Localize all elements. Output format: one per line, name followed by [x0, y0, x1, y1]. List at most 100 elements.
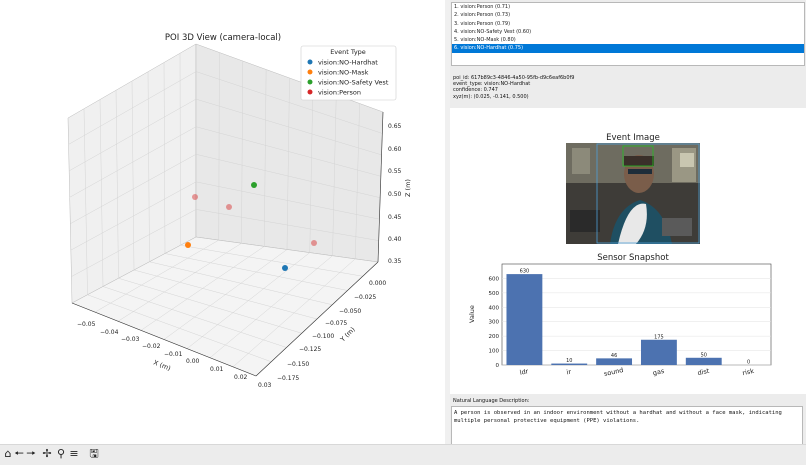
- x-tick: −0.03: [121, 336, 140, 343]
- grid-line: [147, 71, 150, 262]
- sensor-chart-ylabel: Value: [468, 305, 476, 323]
- list-item[interactable]: 3. vision:Person (0.79): [454, 20, 511, 27]
- grid-line: [264, 69, 267, 247]
- save-icon[interactable]: 🖫: [89, 447, 99, 460]
- list-item[interactable]: 2. vision:Person (0.73): [454, 12, 511, 19]
- y-tick-label: 100: [489, 349, 500, 355]
- x-tick-label: ir: [566, 368, 572, 377]
- sensor-chart-title: Sensor Snapshot: [597, 253, 669, 263]
- sensor-chart-xticks: ldr ir sound gas dist risk: [519, 366, 755, 378]
- x-tick: −0.05: [77, 321, 96, 328]
- x-tick: 0.01: [210, 366, 224, 373]
- grid-line: [355, 103, 360, 259]
- z-axis-label: Z (m): [404, 179, 412, 197]
- pan-icon[interactable]: ✢: [42, 447, 52, 460]
- grid-line: [332, 94, 337, 256]
- plot3d-grid: [68, 52, 383, 368]
- grid-line: [179, 53, 181, 246]
- x-tick-label: ldr: [519, 367, 529, 377]
- y-tick: −0.150: [287, 361, 309, 368]
- matplotlib-toolbar: ⌂ 🠔 🠖 ✢ ⚲ ≡ 🖫: [0, 444, 806, 465]
- legend-label: vision:NO-Mask: [318, 69, 369, 77]
- event-details: poi_id: 617b89c3-4846-4a50-95fb-d9c6eaf6…: [453, 75, 574, 100]
- grid-line: [241, 60, 243, 244]
- list-item[interactable]: 5. vision:NO-Mask (0.80): [454, 37, 516, 44]
- x-tick-label: risk: [742, 367, 755, 377]
- grid-line: [286, 77, 290, 250]
- x-tick: 0.03: [258, 382, 272, 389]
- event-image[interactable]: [566, 143, 700, 244]
- y-tick: −0.175: [277, 375, 299, 382]
- legend-label: vision:Person: [318, 89, 361, 97]
- grid-line: [87, 294, 272, 362]
- x-tick: −0.04: [100, 329, 119, 336]
- y-tick: 0.000: [369, 280, 386, 287]
- x-tick-labels: −0.05 −0.04 −0.03 −0.02 −0.01 0.00 0.01 …: [77, 321, 272, 389]
- zoom-icon[interactable]: ⚲: [56, 447, 66, 460]
- xyz-text: xyz(m): (0.025, -0.141, 0.500): [453, 93, 529, 100]
- y-tick-label: 300: [489, 320, 500, 326]
- grid-line: [218, 52, 220, 241]
- x-axis-line: [71, 302, 257, 377]
- back-arrow-icon[interactable]: 🠔: [14, 447, 24, 460]
- x-tick: −0.01: [164, 351, 183, 358]
- y-tick-label: 600: [489, 276, 500, 282]
- z-tick: 0.55: [388, 168, 402, 175]
- legend-title: Event Type: [330, 48, 366, 56]
- list-item[interactable]: 1. vision:Person (0.71): [454, 4, 511, 10]
- description-label: Natural Language Description:: [453, 398, 530, 404]
- y-tick-label: 500: [489, 291, 500, 297]
- event-detail-panel: 1. vision:Person (0.71) 2. vision:Person…: [450, 0, 806, 464]
- poi-point-no-safety-vest[interactable]: [251, 182, 257, 188]
- grid-line: [133, 269, 318, 320]
- list-item[interactable]: 4. vision:NO-Safety Vest (0.60): [454, 28, 532, 35]
- z-tick: 0.60: [388, 146, 402, 153]
- event-image-title: Event Image: [606, 133, 660, 143]
- event-type-text: event_type: vision:NO-Hardhat: [453, 81, 531, 88]
- home-icon[interactable]: ⌂: [4, 447, 12, 460]
- bar-value-label: 630: [520, 269, 530, 275]
- figure-canvas: Event Image Sensor Snapshot: [468, 133, 772, 378]
- grid-line: [309, 86, 314, 253]
- x-tick: 0.02: [234, 374, 248, 381]
- poi-id-text: poi_id: 617b89c3-4846-4a50-95fb-d9c6eaf6…: [453, 75, 575, 81]
- bar-value-label: 10: [566, 358, 572, 364]
- confidence-text: confidence: 0.747: [453, 87, 498, 94]
- grid-line: [118, 278, 302, 334]
- legend-label: vision:NO-Safety Vest: [318, 79, 389, 87]
- x-tick: −0.02: [142, 343, 161, 350]
- z-tick-labels: 0.65 0.60 0.55 0.50 0.45 0.40 0.35: [388, 123, 402, 265]
- plot3d-legend: Event Type vision:NO-Hardhat vision:NO-M…: [300, 45, 397, 101]
- y-tick-labels: 0.000 −0.025 −0.050 −0.075 −0.100 −0.125…: [277, 280, 386, 382]
- list-item-selected[interactable]: 6. vision:NO-Hardhat (0.75): [452, 44, 804, 53]
- grid-line: [131, 80, 135, 271]
- grid-line: [149, 261, 333, 305]
- y-axis-line: [255, 261, 379, 377]
- legend-marker-no-hardhat: [307, 59, 313, 65]
- panel-splitter[interactable]: [445, 0, 450, 444]
- bar-gas: [640, 339, 677, 365]
- forward-arrow-icon[interactable]: 🠖: [26, 447, 36, 460]
- bar-ir: [551, 363, 588, 365]
- poi-point-no-mask[interactable]: [185, 242, 191, 248]
- poi-3d-view-panel[interactable]: POI 3D View (camera-local) −0.05 −0.04 −…: [0, 0, 445, 444]
- grid-line: [115, 90, 119, 279]
- bar-value-label: 175: [654, 334, 664, 340]
- z-tick: 0.65: [388, 123, 402, 130]
- legend-marker-no-safety-vest: [307, 79, 313, 85]
- configure-icon[interactable]: ≡: [69, 447, 79, 460]
- x-tick: 0.00: [186, 358, 200, 365]
- poi-point-person[interactable]: [311, 240, 317, 246]
- event-list[interactable]: 1. vision:Person (0.71) 2. vision:Person…: [451, 2, 805, 66]
- legend-marker-person: [307, 89, 313, 95]
- bar-sound: [596, 358, 633, 365]
- poi-point-no-hardhat[interactable]: [282, 265, 288, 271]
- bar-dist: [685, 357, 722, 365]
- grid-line: [164, 253, 348, 291]
- plot3d-canvas[interactable]: POI 3D View (camera-local) −0.05 −0.04 −…: [0, 0, 445, 444]
- x-tick-label: gas: [652, 367, 666, 377]
- legend-marker-no-mask: [307, 69, 313, 75]
- poi-point-person[interactable]: [226, 204, 232, 210]
- grid-line: [163, 62, 166, 254]
- poi-point-person[interactable]: [192, 194, 198, 200]
